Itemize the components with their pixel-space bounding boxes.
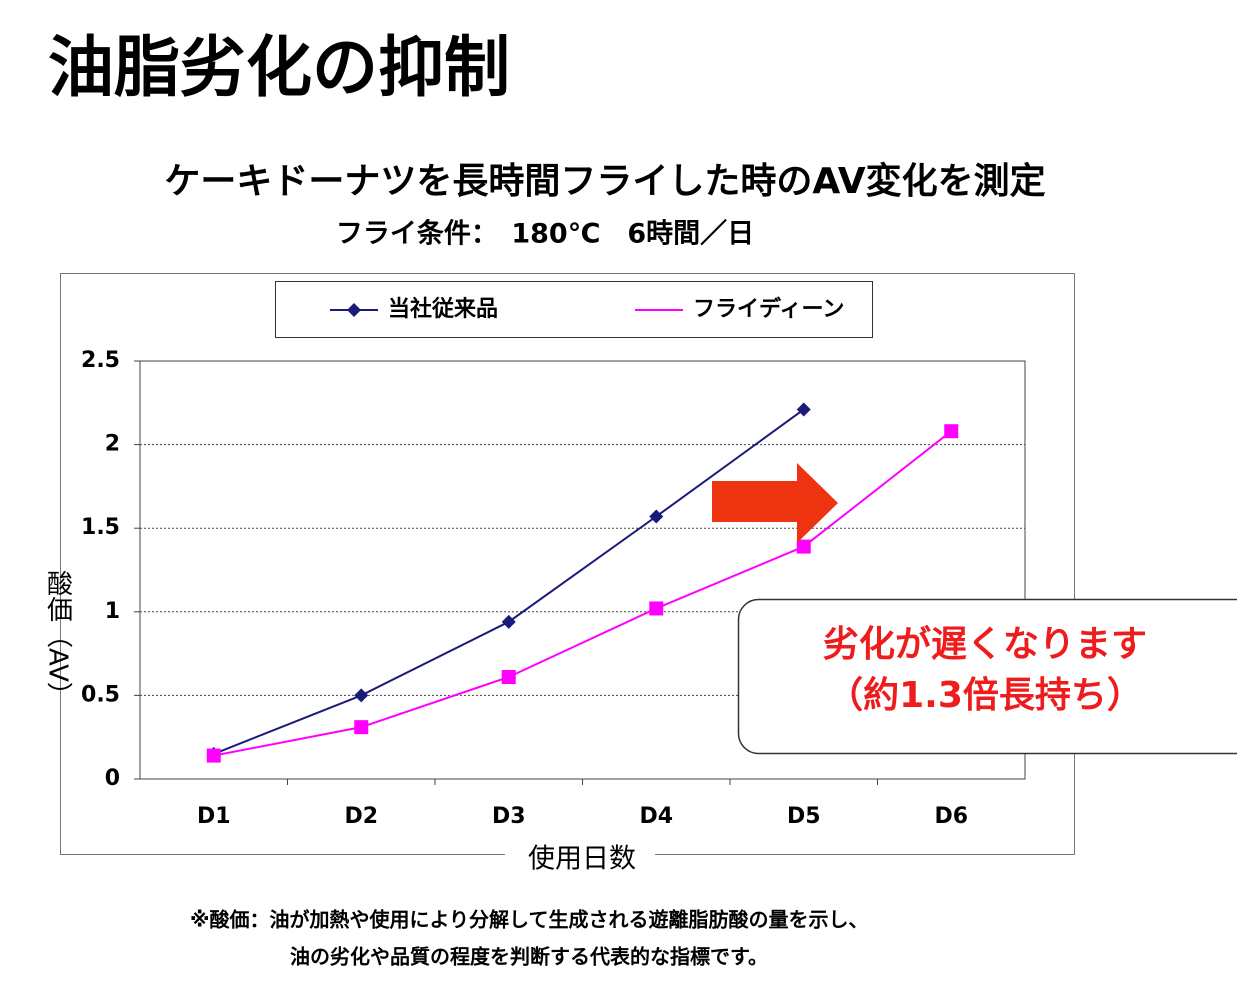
label-mask xyxy=(62,600,72,650)
data-point xyxy=(354,688,369,703)
legend-marker xyxy=(347,303,361,317)
series-line xyxy=(213,430,952,757)
data-point xyxy=(501,670,516,685)
x-tick-label: D1 xyxy=(197,804,231,829)
footnote: ※酸価：油が加熱や使用により分解して生成される遊離脂肪酸の量を示し、 xyxy=(190,908,868,932)
x-tick-label: D4 xyxy=(639,804,673,829)
y-axis-label: 酸価（AV） xyxy=(43,570,73,708)
data-point xyxy=(649,509,664,524)
x-tick-label: D2 xyxy=(344,804,378,829)
footnote: 油の劣化や品質の程度を判断する代表的な指標です。 xyxy=(290,945,768,969)
data-point xyxy=(501,614,516,629)
y-tick-label: 2 xyxy=(105,432,120,457)
callout-text: （約1.3倍長持ち） xyxy=(827,675,1143,716)
y-tick-label: 2.5 xyxy=(81,348,120,373)
chart-subtitle: フライ条件： 180℃ 6時間／日 xyxy=(336,219,754,250)
y-tick-label: 0 xyxy=(105,766,120,791)
legend-label: 当社従来品 xyxy=(388,296,498,322)
y-tick-label: 1 xyxy=(105,599,120,624)
legend-label: フライディーン xyxy=(693,296,844,322)
data-point xyxy=(354,720,369,735)
callout-text: 劣化が遅くなります xyxy=(823,624,1147,665)
callout-box xyxy=(737,598,1237,755)
y-tick-label: 0.5 xyxy=(81,682,120,707)
slide-title: 油脂劣化の抑制 xyxy=(48,29,510,106)
data-point xyxy=(206,748,221,763)
x-tick-label: D3 xyxy=(492,804,526,829)
data-point xyxy=(944,424,959,439)
arrow xyxy=(712,463,838,543)
chart-title: ケーキドーナツを長時間フライした時のAV変化を測定 xyxy=(164,160,1045,202)
x-axis-label: 使用日数 xyxy=(528,844,636,875)
x-tick-label: D5 xyxy=(787,804,821,829)
label-mask xyxy=(505,840,655,870)
x-tick-label: D6 xyxy=(934,804,968,829)
data-point xyxy=(796,539,811,554)
data-point xyxy=(796,402,811,417)
y-tick-label: 1.5 xyxy=(81,515,120,540)
data-point xyxy=(649,601,664,616)
